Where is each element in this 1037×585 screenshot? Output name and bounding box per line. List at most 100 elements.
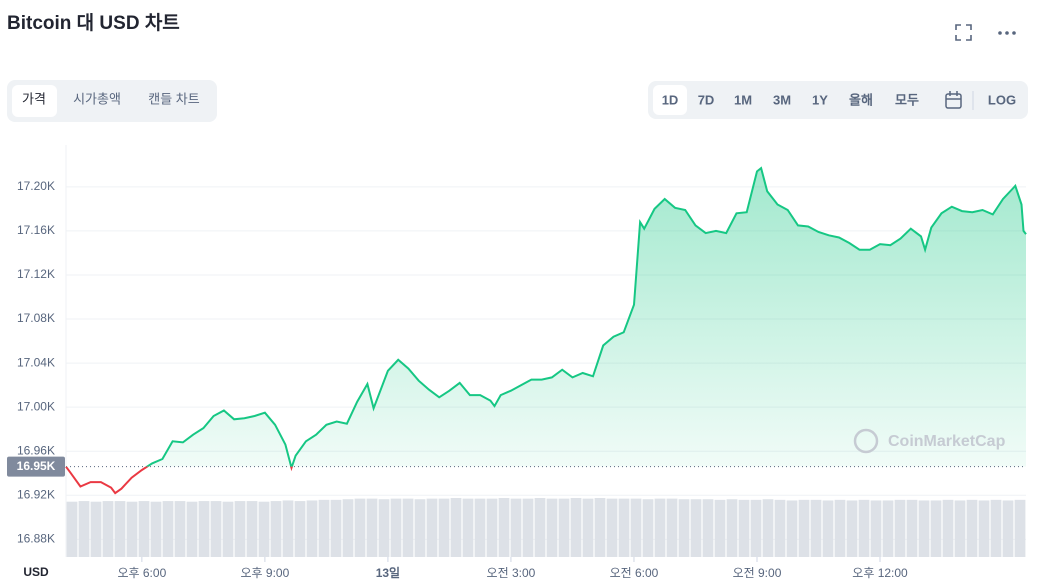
volume-bar bbox=[510, 498, 522, 557]
volume-bar bbox=[558, 498, 570, 557]
volume-bar bbox=[762, 499, 774, 557]
volume-bar bbox=[474, 498, 486, 557]
y-tick-label: 16.88K bbox=[17, 532, 55, 546]
volume-bar bbox=[570, 498, 582, 557]
volume-bar bbox=[246, 501, 258, 557]
x-tick-label: 오후 6:00 bbox=[117, 566, 166, 580]
range-group bbox=[648, 81, 1028, 119]
volume-bar bbox=[462, 498, 474, 557]
volume-bar bbox=[78, 501, 90, 557]
volume-bar bbox=[582, 498, 594, 557]
volume-bar bbox=[930, 500, 942, 557]
range-button[interactable]: 1Y bbox=[812, 92, 828, 107]
volume-bar bbox=[942, 499, 954, 557]
volume-bar bbox=[414, 499, 426, 557]
range-selected bbox=[653, 85, 687, 115]
volume-bar bbox=[426, 498, 438, 557]
volume-bar bbox=[774, 499, 786, 557]
range-button[interactable]: 올해 bbox=[849, 92, 873, 107]
volume-bar bbox=[978, 500, 990, 557]
volume-bar bbox=[162, 501, 174, 557]
volume-bar bbox=[318, 499, 330, 557]
volume-bar bbox=[882, 500, 894, 557]
volume-bar bbox=[738, 499, 750, 557]
watermark-text: CoinMarketCap bbox=[888, 433, 1006, 450]
volume-bar bbox=[402, 498, 414, 557]
volume-bar bbox=[858, 499, 870, 557]
volume-bar bbox=[234, 501, 246, 557]
calendar-icon[interactable] bbox=[945, 91, 962, 109]
volume-bar bbox=[870, 500, 882, 557]
x-tick-label: 오전 6:00 bbox=[610, 566, 659, 580]
range-button[interactable]: 1M bbox=[734, 92, 752, 107]
x-tick-label: 오후 9:00 bbox=[240, 566, 289, 580]
volume-bar bbox=[966, 499, 978, 557]
volume-bar bbox=[306, 500, 318, 557]
volume-bar bbox=[366, 498, 378, 557]
volume-bar bbox=[114, 501, 126, 557]
volume-bar bbox=[210, 501, 222, 557]
volume-bar bbox=[1014, 499, 1026, 557]
more-icon[interactable] bbox=[998, 31, 1016, 35]
tab-selected bbox=[12, 85, 57, 117]
volume-bar bbox=[798, 499, 810, 557]
range-button[interactable]: 모두 bbox=[895, 92, 919, 107]
y-tick-label: 17.08K bbox=[17, 311, 55, 325]
volume-bar bbox=[834, 499, 846, 557]
volume-bar bbox=[186, 501, 198, 557]
range-button[interactable]: 3M bbox=[773, 92, 791, 107]
volume-bar bbox=[270, 501, 282, 557]
volume-bar bbox=[222, 501, 234, 557]
volume-bar bbox=[342, 499, 354, 557]
volume-bar bbox=[486, 498, 498, 557]
volume-bar bbox=[666, 498, 678, 557]
volume-bar bbox=[894, 499, 906, 557]
x-tick-label: 오후 12:00 bbox=[852, 566, 908, 580]
volume-bar bbox=[606, 498, 618, 557]
volume-bar bbox=[714, 499, 726, 557]
volume-bar bbox=[702, 499, 714, 557]
line-up bbox=[66, 166, 1027, 467]
volume-bar bbox=[954, 500, 966, 557]
volume-bar bbox=[282, 500, 294, 557]
volume-bar bbox=[522, 498, 534, 557]
volume-bar bbox=[642, 499, 654, 557]
y-tick-label: 16.92K bbox=[17, 487, 55, 501]
volume-bar bbox=[330, 499, 342, 557]
chart-title: Bitcoin 대 USD 차트 bbox=[7, 12, 180, 34]
volume-bar bbox=[846, 500, 858, 557]
volume-bar bbox=[750, 499, 762, 557]
volume-bar bbox=[378, 499, 390, 557]
price-tag-label: 16.95K bbox=[17, 459, 56, 473]
volume-bar bbox=[66, 501, 78, 557]
y-tick-label: 17.00K bbox=[17, 399, 55, 413]
volume-bar bbox=[354, 498, 366, 557]
volume-bar bbox=[294, 501, 306, 557]
volume-bar bbox=[918, 500, 930, 557]
volume-bar bbox=[450, 498, 462, 557]
volume-bar bbox=[594, 498, 606, 557]
tab-group bbox=[7, 80, 217, 122]
range-button[interactable]: 1D bbox=[662, 92, 679, 107]
tab[interactable]: 캔들 차트 bbox=[148, 91, 199, 106]
volume-bar bbox=[1002, 500, 1014, 557]
volume-bar bbox=[258, 501, 270, 557]
tab[interactable]: 가격 bbox=[22, 91, 46, 106]
volume-bar bbox=[438, 498, 450, 557]
volume-bar bbox=[126, 501, 138, 557]
volume-bar bbox=[618, 498, 630, 557]
y-tick-label: 16.96K bbox=[17, 443, 55, 457]
range-button[interactable]: LOG bbox=[988, 92, 1016, 107]
tab[interactable]: 시가총액 bbox=[73, 91, 121, 106]
y-tick-label: 17.04K bbox=[17, 355, 55, 369]
x-tick-label: 13일 bbox=[376, 566, 400, 580]
volume-bar bbox=[102, 501, 114, 557]
fullscreen-icon[interactable] bbox=[955, 24, 972, 41]
volume-bar bbox=[90, 501, 102, 557]
range-button[interactable]: 7D bbox=[698, 92, 715, 107]
volume-bar bbox=[810, 499, 822, 557]
volume-bar bbox=[150, 501, 162, 557]
x-tick-label: 오전 9:00 bbox=[733, 566, 782, 580]
volume-bar bbox=[390, 498, 402, 557]
